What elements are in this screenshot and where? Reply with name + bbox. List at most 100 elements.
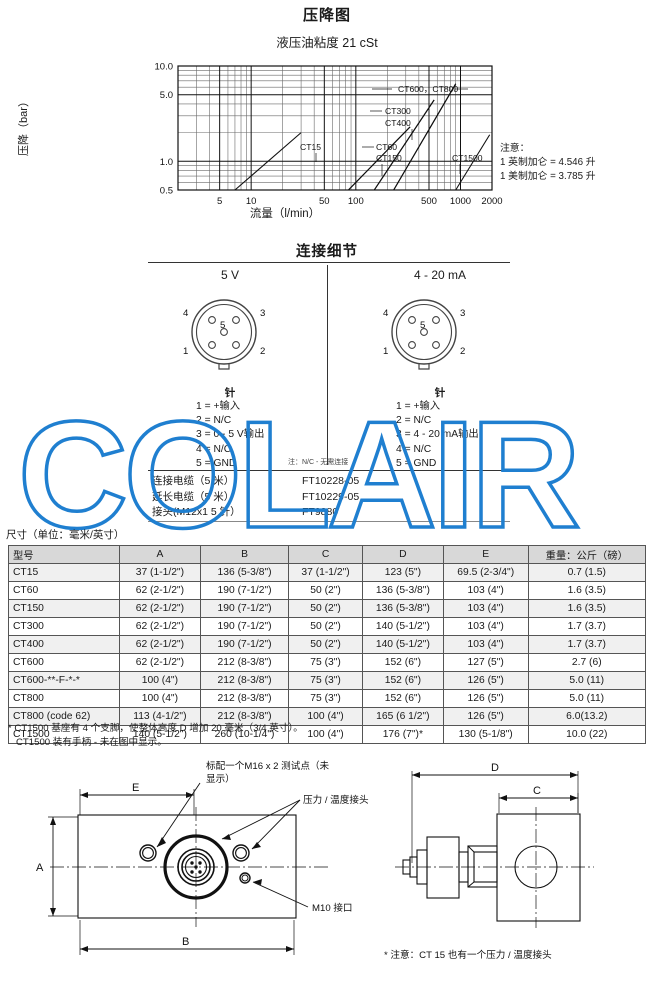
y-tick-5.0: 5.0: [160, 90, 173, 101]
table-cell: 50 (2"): [288, 599, 363, 618]
connector-420ma-pin-5-number: 5: [420, 320, 425, 331]
chart-x-tick-labels: 5 10 50 100 500 1000 2000: [217, 196, 503, 207]
table-cell-model: CT300: [8, 617, 120, 636]
connector-5v-pin-4-number: 4: [183, 308, 189, 319]
cable-table-top-rule: [148, 470, 510, 471]
table-row: CT600 62 (2-1/2") 212 (8-3/8") 75 (3") 152 (…: [8, 653, 647, 672]
connector-420ma-heading: 4 - 20 mA: [413, 268, 467, 282]
drawing-footnote: * 注意：CT 15 也有一个压力 / 温度接头: [384, 949, 552, 961]
table-body: CT15 37 (1-1/2") 136 (5-3/8") 37 (1-1/2") 12…: [8, 563, 647, 744]
connector-5v-face: [191, 299, 257, 370]
dimension-b-line: [79, 920, 295, 955]
table-row: CT800 100 (4") 212 (8-3/8") 75 (3") 152 (6")…: [8, 689, 647, 708]
chart-series-lines: [234, 83, 491, 191]
dimension-a-line: [48, 816, 78, 917]
table-header-E: E: [442, 545, 529, 564]
dimension-d-label: D: [491, 762, 499, 774]
table-header-B: B: [199, 545, 290, 564]
cable-row: 延长电缆（5 米） FT10229-05: [152, 490, 359, 506]
connector-5v-heading: 5 V: [220, 268, 239, 282]
connector-nc-note: 注：N/C - 无需连接: [288, 459, 349, 466]
connector-420ma-pin-4: 4 = N/C: [396, 443, 432, 455]
table-cell: 62 (2-1/2"): [118, 653, 201, 672]
chart-gridlines-minor: [177, 66, 492, 190]
chart-y-axis-label: 压降（bar）: [18, 96, 30, 156]
connector-420ma-pin-1: 1 = +输入: [396, 401, 441, 412]
connector-420ma-face: [391, 299, 457, 370]
table-cell: 165 (6 1/2"): [361, 707, 444, 726]
table-cell: 212 (8-3/8"): [199, 671, 290, 690]
table-cell: 103 (4"): [442, 599, 529, 618]
cable-label: 连接电缆（5 米）: [152, 475, 235, 487]
x-tick-1000: 1000: [450, 196, 471, 207]
table-footnote: * CT1500 基座有 4 个支脚，使整体高度 D 增加 20 毫米（3/4 …: [8, 722, 303, 750]
chart-y-tick-labels: 0.5 1.0 5.0 10.0: [155, 62, 174, 197]
connector-5v-pin-3: 3 = 0 - 5 V输出: [196, 429, 265, 441]
chart-plot-frame: [177, 65, 493, 191]
connector-5v-pin-1: 1 = +输入: [196, 401, 241, 412]
table-cell: 37 (1-1/2"): [118, 563, 201, 582]
table-row: CT400 62 (2-1/2") 190 (7-1/2") 50 (2") 140 (…: [8, 635, 647, 654]
cable-part-number-list: 连接电缆（5 米） FT10228-05 延长电缆（5 米） FT10229-05 接头…: [152, 474, 359, 521]
dimension-e-label: E: [132, 782, 139, 794]
chart-note: 注意： 1 英制加仑 = 4.546 升 1 美制加仑 = 3.785 升: [500, 142, 596, 184]
x-tick-100: 100: [348, 196, 364, 207]
table-cell: 75 (3"): [288, 653, 363, 672]
table-cell-model: CT60: [8, 581, 120, 600]
curve-label-CT60: CT60: [376, 142, 397, 152]
table-cell-model: CT800: [8, 689, 120, 708]
drawings-svg: E A B 标配一个M16 x 2 测试点（未 显示） 压力 / 温度接头 M1…: [36, 760, 594, 961]
table-cell: 136 (5-3/8"): [361, 581, 444, 600]
table-cell: 126 (5"): [442, 689, 529, 708]
table-header-A: A: [118, 545, 201, 564]
table-cell: 37 (1-1/2"): [288, 563, 363, 582]
curve-label-CT15: CT15: [300, 142, 321, 152]
dimension-drawings: E A B 标配一个M16 x 2 测试点（未 显示） 压力 / 温度接头 M1…: [0, 755, 654, 989]
side-view-drawing: [395, 807, 594, 928]
table-cell: 62 (2-1/2"): [118, 635, 201, 654]
table-row: CT600-**-F-*-* 100 (4") 212 (8-3/8") 75 (3"…: [8, 671, 647, 690]
connector-5v-pin-list: 1 = +输入 2 = N/C 3 = 0 - 5 V输出 4 = N/C 5 = GN…: [196, 400, 264, 471]
curve-label-CT150: CT150: [376, 153, 402, 163]
callout-m10-port-label: M10 接口: [312, 902, 353, 914]
y-tick-0.5: 0.5: [160, 186, 173, 197]
dimension-d-line: [411, 771, 579, 863]
table-cell: 50 (2"): [288, 617, 363, 636]
table-cell: 136 (5-3/8"): [361, 599, 444, 618]
chart-note-line: 1 英制加仑 = 4.546 升: [500, 157, 596, 168]
table-cell: 6.0(13.2): [527, 707, 647, 726]
page-title: 压降图: [302, 7, 351, 24]
curve-label-CT1500: CT1500: [452, 153, 483, 163]
connector-420ma-pin-3-number: 3: [460, 308, 465, 319]
dimensions-caption: 尺寸（单位：毫米/英寸）: [6, 529, 125, 541]
callout-leader-lines: [156, 782, 309, 908]
table-cell: 62 (2-1/2"): [118, 581, 201, 600]
curve-label-CT600-CT800: CT600，CT800: [398, 84, 458, 94]
table-cell: 212 (8-3/8"): [199, 653, 290, 672]
table-cell: 10.0 (22): [527, 725, 647, 744]
table-cell: 100 (4"): [118, 671, 201, 690]
y-tick-10.0: 10.0: [155, 62, 174, 73]
cable-part-number: FT10229-05: [302, 490, 360, 503]
table-cell-model: CT400: [8, 635, 120, 654]
table-cell: 190 (7-1/2"): [199, 617, 290, 636]
chart-note-line: 注意：: [500, 143, 530, 154]
table-header-row: 型号 A B C D E 重量：公斤（磅）: [8, 545, 647, 564]
connector-5v-pin-heading: 针: [224, 387, 236, 399]
table-cell: 127 (5"): [442, 653, 529, 672]
cable-label: 接头(M12x1 5 针）: [152, 506, 241, 518]
front-view-drawing: [50, 807, 330, 927]
connector-section-title: 连接细节: [296, 244, 358, 260]
cable-label: 延长电缆（5 米）: [152, 490, 235, 503]
connector-420ma-pin-3: 3 = 4 - 20 mA输出: [396, 429, 479, 441]
table-cell: 136 (5-3/8"): [199, 563, 290, 582]
connector-420ma-pin-1-number: 1: [383, 346, 388, 357]
table-cell: 1.6 (3.5): [527, 599, 647, 618]
connector-5v-pin-3-number: 3: [260, 308, 265, 319]
table-cell: 103 (4"): [442, 581, 529, 600]
table-cell: 140 (5-1/2"): [361, 635, 444, 654]
table-cell: 50 (2"): [288, 581, 363, 600]
table-cell: 5.0 (11): [527, 671, 647, 690]
cable-row: 连接电缆（5 米） FT10228-05: [152, 474, 359, 490]
table-row: CT300 62 (2-1/2") 190 (7-1/2") 50 (2") 140 (…: [8, 617, 647, 636]
